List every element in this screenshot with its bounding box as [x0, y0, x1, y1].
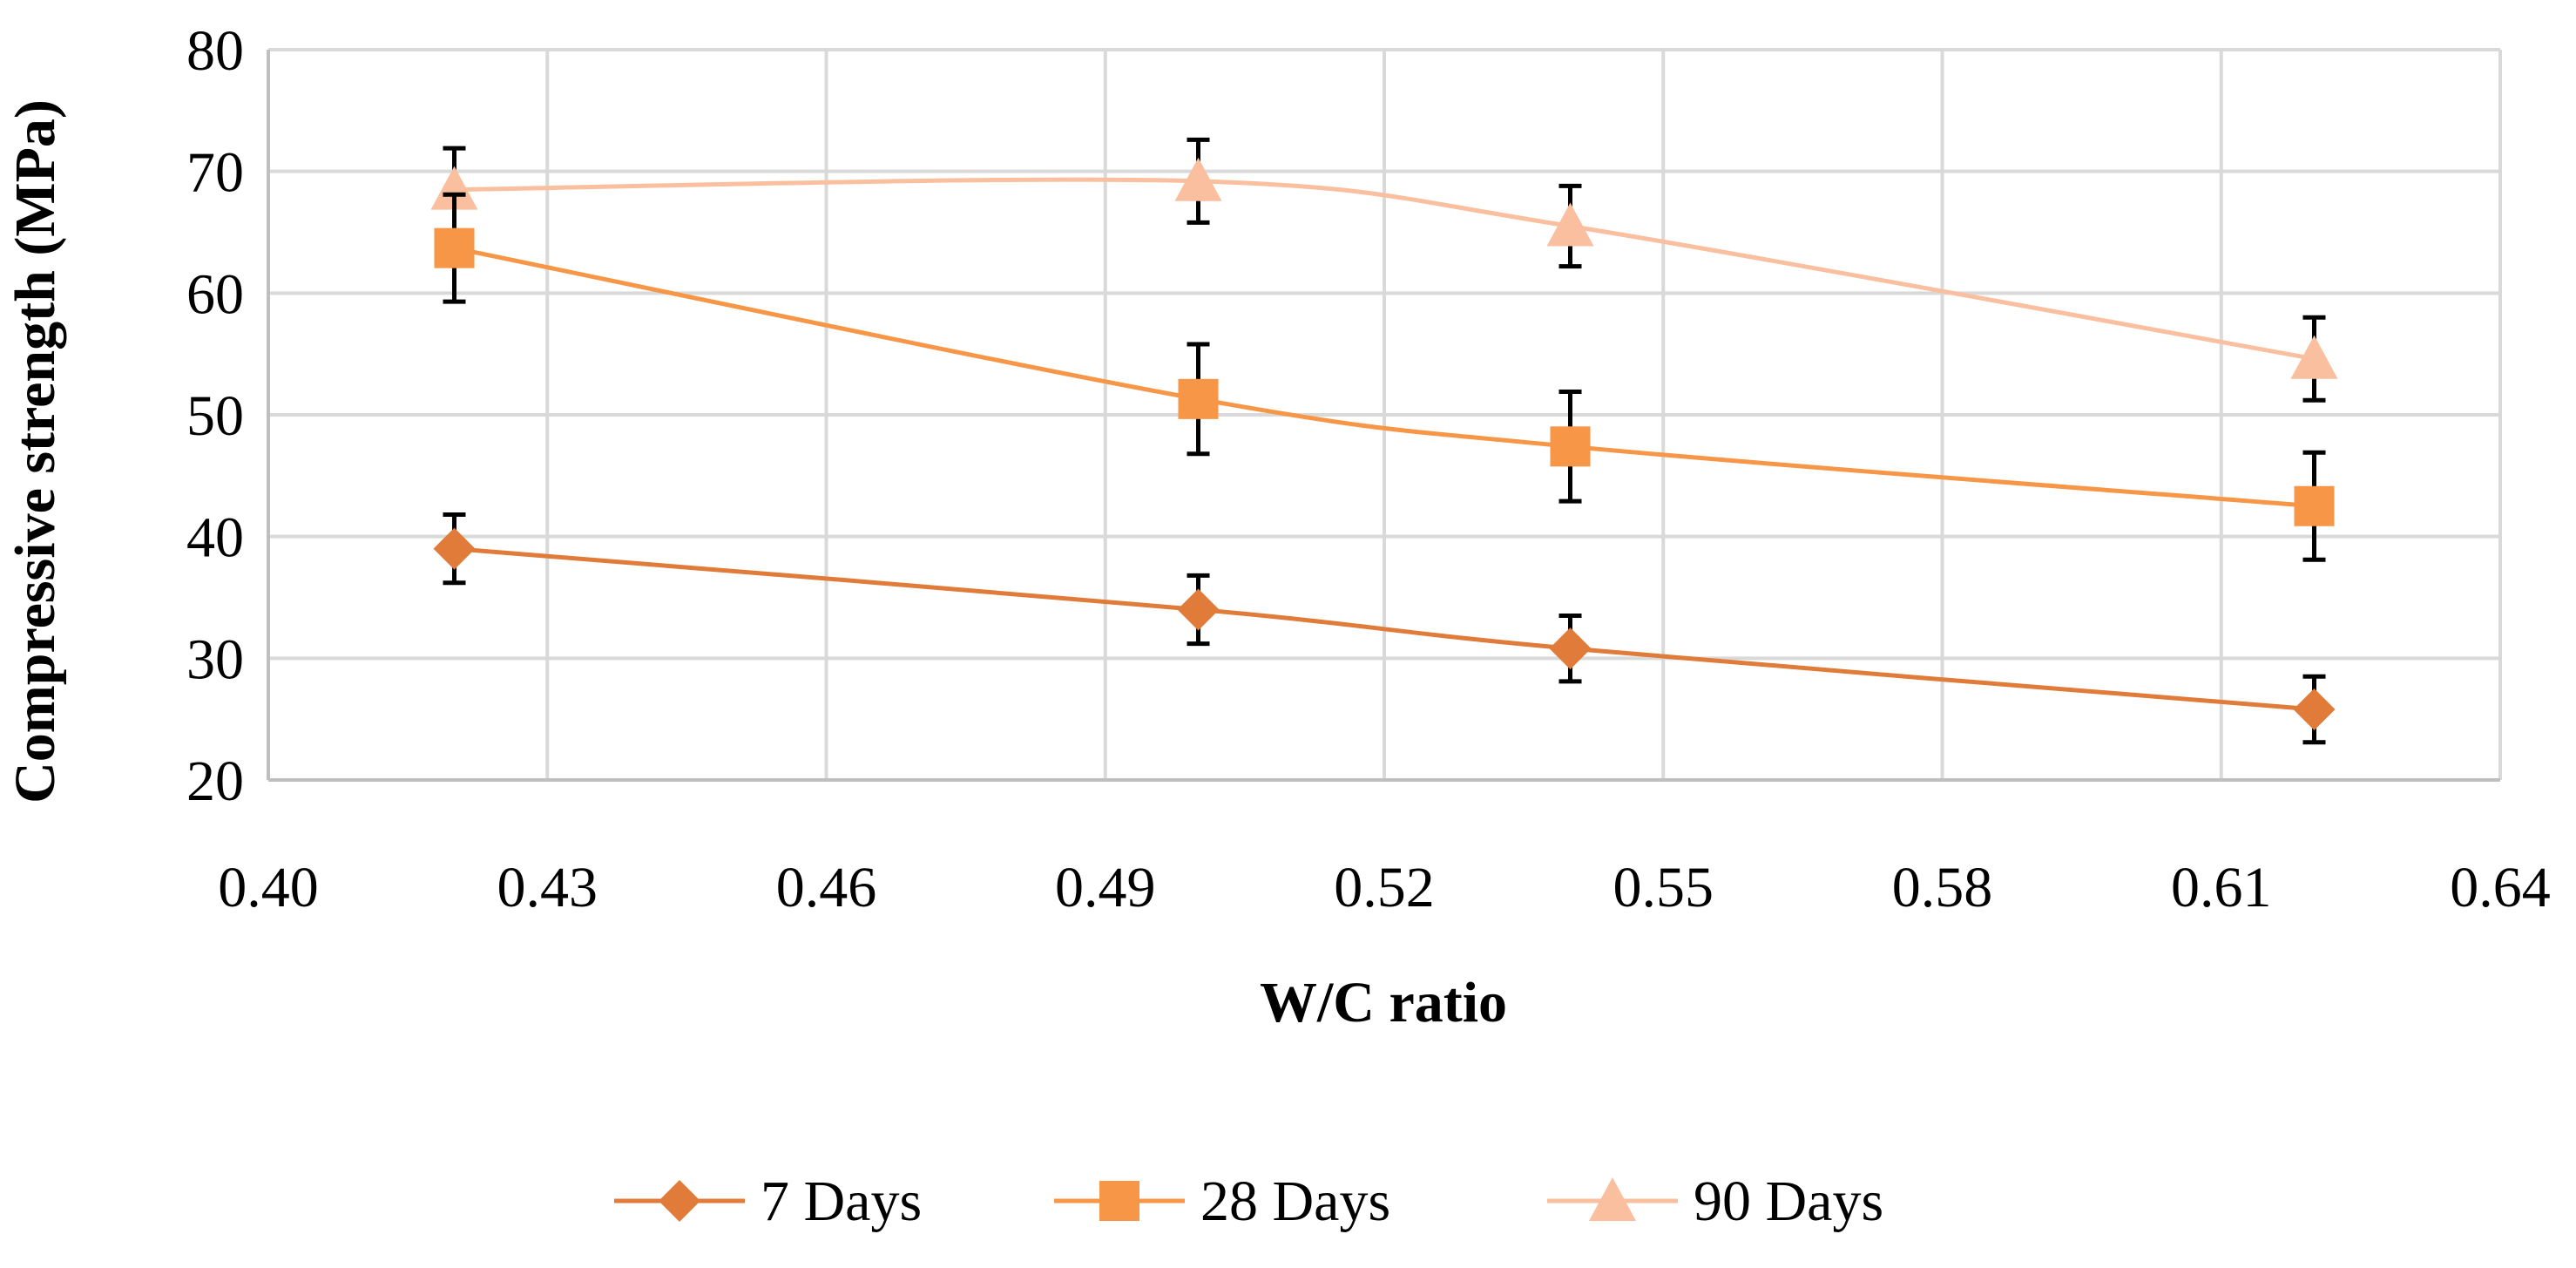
data-point: [1178, 378, 1219, 419]
y-tick-label: 50: [186, 384, 244, 448]
legend: 7 Days 28 Days 90 Days: [614, 1170, 1883, 1233]
data-point: [2293, 688, 2336, 730]
data-point: [433, 527, 476, 570]
series-line: [454, 546, 2315, 712]
y-tick-label: 40: [186, 506, 244, 570]
x-tick-label: 0.52: [1334, 856, 1435, 919]
y-axis-title: Compressive strength (MPa): [3, 99, 67, 804]
data-point: [2294, 485, 2335, 526]
data-point: [2290, 335, 2338, 379]
x-tick-label: 0.43: [497, 856, 598, 919]
legend-marker: [659, 1180, 700, 1222]
y-axis-ticks: 20 30 40 50 60 70 80: [186, 19, 244, 813]
series-line: [454, 177, 2315, 362]
legend-marker: [1589, 1177, 1636, 1221]
y-tick-label: 30: [186, 627, 244, 691]
x-tick-label: 0.64: [2450, 856, 2551, 919]
data-point: [1177, 588, 1220, 631]
legend-marker: [1099, 1181, 1139, 1221]
x-tick-label: 0.40: [218, 856, 319, 919]
data-point: [434, 227, 475, 268]
legend-label: 28 Days: [1200, 1170, 1390, 1233]
x-axis-ticks: 0.40 0.43 0.46 0.49 0.52 0.55 0.58 0.61 0.64: [218, 856, 2551, 919]
x-tick-label: 0.46: [776, 856, 877, 919]
series-28-days: [434, 192, 2335, 562]
x-tick-label: 0.61: [2171, 856, 2272, 919]
legend-label: 7 Days: [761, 1170, 922, 1233]
data-point: [1546, 202, 1594, 247]
y-tick-label: 20: [186, 749, 244, 813]
grid: [267, 48, 2502, 782]
data-point: [1550, 426, 1591, 467]
y-tick-label: 70: [186, 141, 244, 205]
x-tick-label: 0.49: [1055, 856, 1156, 919]
legend-item-90-days: 90 Days: [1547, 1170, 1883, 1233]
x-tick-label: 0.58: [1892, 856, 1993, 919]
data-point: [1549, 627, 1592, 670]
data-point: [1174, 157, 1222, 201]
y-tick-label: 80: [186, 19, 244, 83]
x-axis-title: W/C ratio: [1260, 971, 1507, 1034]
series-7-days: [433, 512, 2336, 745]
y-tick-label: 60: [186, 262, 244, 326]
legend-item-7-days: 7 Days: [614, 1170, 922, 1233]
data-point: [430, 166, 478, 210]
x-tick-label: 0.55: [1613, 856, 1714, 919]
legend-label: 90 Days: [1694, 1170, 1883, 1233]
series-line: [454, 246, 2315, 509]
legend-item-28-days: 28 Days: [1054, 1170, 1390, 1233]
plot-area: [430, 137, 2338, 745]
series-90-days: [430, 137, 2338, 403]
